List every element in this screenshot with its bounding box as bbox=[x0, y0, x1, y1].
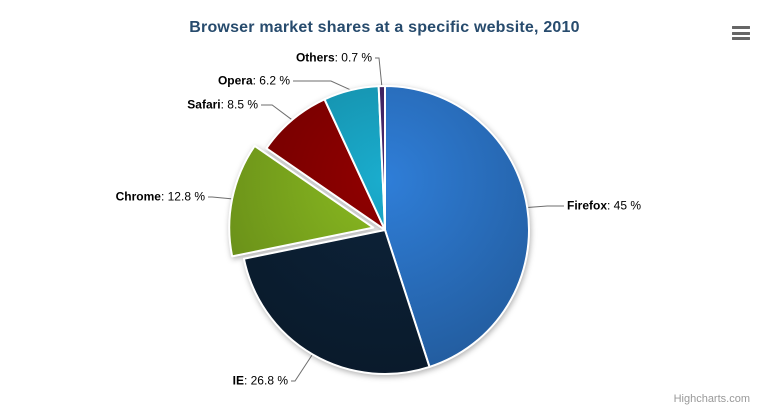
data-label-safari: Safari: 8.5 % bbox=[187, 97, 258, 112]
label-connector-safari bbox=[261, 104, 293, 121]
chart-title: Browser market shares at a specific webs… bbox=[189, 19, 580, 36]
label-connector-firefox bbox=[527, 205, 564, 208]
hamburger-icon bbox=[732, 37, 750, 40]
hamburger-icon bbox=[732, 26, 750, 29]
data-label-chrome: Chrome: 12.8 % bbox=[115, 189, 205, 204]
hamburger-icon bbox=[732, 31, 750, 35]
pie-slice-ie[interactable] bbox=[242, 229, 431, 375]
pie-slices bbox=[228, 85, 530, 375]
pie-slice-chrome[interactable] bbox=[228, 144, 375, 258]
label-connectors bbox=[208, 57, 564, 382]
label-connector-chrome bbox=[208, 196, 233, 200]
data-label-ie: IE: 26.8 % bbox=[232, 373, 288, 388]
pie-slice-others[interactable] bbox=[377, 85, 386, 231]
context-menu-button[interactable] bbox=[732, 26, 750, 40]
label-connector-opera bbox=[293, 80, 352, 91]
pie-slice-firefox[interactable] bbox=[384, 85, 530, 368]
data-label-opera: Opera: 6.2 % bbox=[217, 73, 290, 88]
label-connector-ie bbox=[291, 354, 313, 382]
credits-link[interactable]: Highcharts.com bbox=[673, 393, 750, 405]
data-label-others: Others: 0.7 % bbox=[295, 50, 372, 65]
data-label-firefox: Firefox: 45 % bbox=[567, 198, 642, 213]
label-connector-others bbox=[375, 57, 383, 87]
